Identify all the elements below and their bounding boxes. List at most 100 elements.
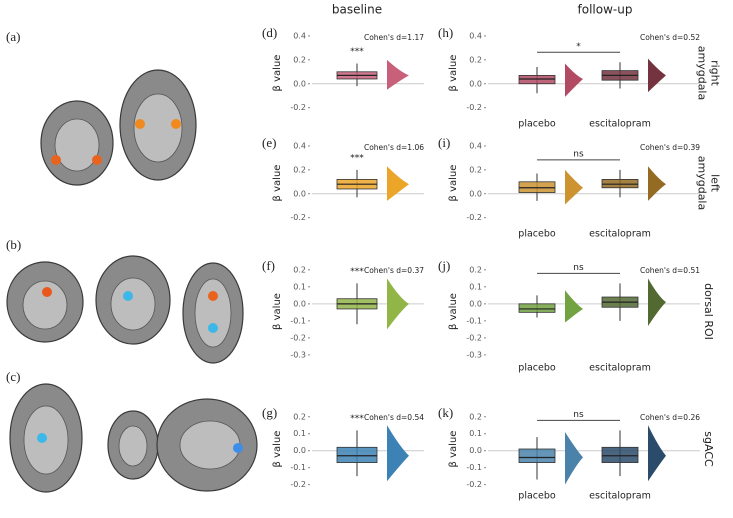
panel-label: (h) xyxy=(438,25,453,40)
y-tick-label: 0.1 xyxy=(293,429,306,438)
effect-size: Cohen's d=0.54 xyxy=(364,413,424,422)
y-tick-label: 0.4 xyxy=(293,31,306,40)
significance: *** xyxy=(350,267,364,277)
x-tick-label: placebo xyxy=(518,119,556,130)
violin xyxy=(565,432,583,485)
y-tick-label: 0.2 xyxy=(293,55,306,64)
y-tick-label: -0.2 xyxy=(466,103,482,112)
y-tick-label: 0.1 xyxy=(469,429,482,438)
y-tick-label: 0.2 xyxy=(293,412,306,421)
panel-label: (a) xyxy=(6,29,20,44)
y-tick-label: -0.2 xyxy=(466,480,482,489)
y-tick-label: 0.2 xyxy=(293,165,306,174)
panel-label: (i) xyxy=(438,135,450,150)
y-tick-label: 0.4 xyxy=(469,141,482,150)
significance: ns xyxy=(573,410,584,420)
y-tick-label: 0.0 xyxy=(469,189,482,198)
y-tick-label: 0.4 xyxy=(469,31,482,40)
box xyxy=(336,446,378,463)
effect-size: Cohen's d=0.52 xyxy=(640,33,700,42)
row-label-line: sgACC xyxy=(702,431,715,467)
box xyxy=(601,446,639,463)
y-axis-label: β value xyxy=(272,431,283,468)
y-axis-label: β value xyxy=(448,293,459,330)
violin xyxy=(648,425,666,482)
y-axis-label: β value xyxy=(272,165,283,202)
effect-size: Cohen's d=1.06 xyxy=(364,143,424,152)
y-axis-label: β value xyxy=(272,293,283,330)
y-axis-label: β value xyxy=(448,165,459,202)
x-tick-label: escitalopram xyxy=(589,363,651,374)
y-tick-label: 0.0 xyxy=(293,446,306,455)
y-tick-label: 0.1 xyxy=(293,282,306,291)
x-tick-label: placebo xyxy=(518,363,556,374)
x-tick-label: escitalopram xyxy=(589,119,651,130)
y-axis-label: β value xyxy=(448,55,459,92)
y-axis-label: β value xyxy=(448,431,459,468)
y-tick-label: 0.2 xyxy=(469,55,482,64)
row-label: dorsal ROI xyxy=(702,283,715,340)
row-label-line: left xyxy=(709,174,722,193)
panel-label: (c) xyxy=(6,369,20,384)
y-tick-label: 0.1 xyxy=(469,282,482,291)
effect-size: Cohen's d=0.39 xyxy=(640,143,700,152)
row-label-line: amygdala xyxy=(696,156,709,210)
violin xyxy=(565,63,583,97)
y-tick-label: 0.2 xyxy=(469,412,482,421)
y-tick-label: -0.3 xyxy=(290,350,306,359)
box xyxy=(518,448,556,463)
effect-size: Cohen's d=0.51 xyxy=(640,266,700,275)
y-tick-label: 0.0 xyxy=(293,299,306,308)
x-tick-label: placebo xyxy=(518,229,556,240)
violin xyxy=(387,425,409,482)
effect-size: Cohen's d=1.17 xyxy=(364,33,424,42)
y-tick-label: -0.2 xyxy=(290,480,306,489)
panel-label: (g) xyxy=(262,405,277,420)
y-tick-label: 0.4 xyxy=(293,141,306,150)
panel-label: (k) xyxy=(438,405,453,420)
y-tick-label: 0.0 xyxy=(469,446,482,455)
significance: *** xyxy=(350,414,364,424)
violin xyxy=(648,58,666,93)
y-tick-label: 0.2 xyxy=(469,265,482,274)
panel-label: (j) xyxy=(438,258,450,273)
brain-images xyxy=(6,69,258,493)
box xyxy=(518,303,556,313)
panel-label: (e) xyxy=(262,135,276,150)
y-tick-label: 0.2 xyxy=(293,265,306,274)
y-tick-label: 0.0 xyxy=(469,79,482,88)
y-tick-label: -0.1 xyxy=(466,463,482,472)
violin xyxy=(387,59,409,90)
y-tick-label: -0.1 xyxy=(290,463,306,472)
violin xyxy=(387,278,409,330)
y-tick-label: -0.2 xyxy=(290,213,306,222)
y-tick-label: -0.2 xyxy=(290,103,306,112)
row-label-line: dorsal ROI xyxy=(702,283,715,340)
y-tick-label: -0.1 xyxy=(290,316,306,325)
row-label-line: amygdala xyxy=(696,46,709,100)
y-tick-label: 0.0 xyxy=(469,299,482,308)
effect-size: Cohen's d=0.26 xyxy=(640,413,700,422)
y-tick-label: -0.2 xyxy=(466,333,482,342)
y-tick-label: -0.2 xyxy=(466,213,482,222)
panel-label: (b) xyxy=(6,237,21,252)
row-label: sgACC xyxy=(702,431,715,467)
y-tick-label: -0.1 xyxy=(466,316,482,325)
effect-size: Cohen's d=0.37 xyxy=(364,266,424,275)
violin xyxy=(648,278,666,326)
y-axis-label: β value xyxy=(272,55,283,92)
violin xyxy=(565,290,583,323)
column-header: follow-up xyxy=(578,3,633,17)
violin xyxy=(565,169,583,205)
significance: ns xyxy=(573,149,584,159)
x-tick-label: escitalopram xyxy=(589,491,651,502)
panel-label: (f) xyxy=(262,258,275,273)
y-tick-label: 0.0 xyxy=(293,189,306,198)
row-label-line: right xyxy=(709,60,722,87)
x-tick-label: placebo xyxy=(518,491,556,502)
x-tick-label: escitalopram xyxy=(589,229,651,240)
significance: * xyxy=(576,42,581,52)
